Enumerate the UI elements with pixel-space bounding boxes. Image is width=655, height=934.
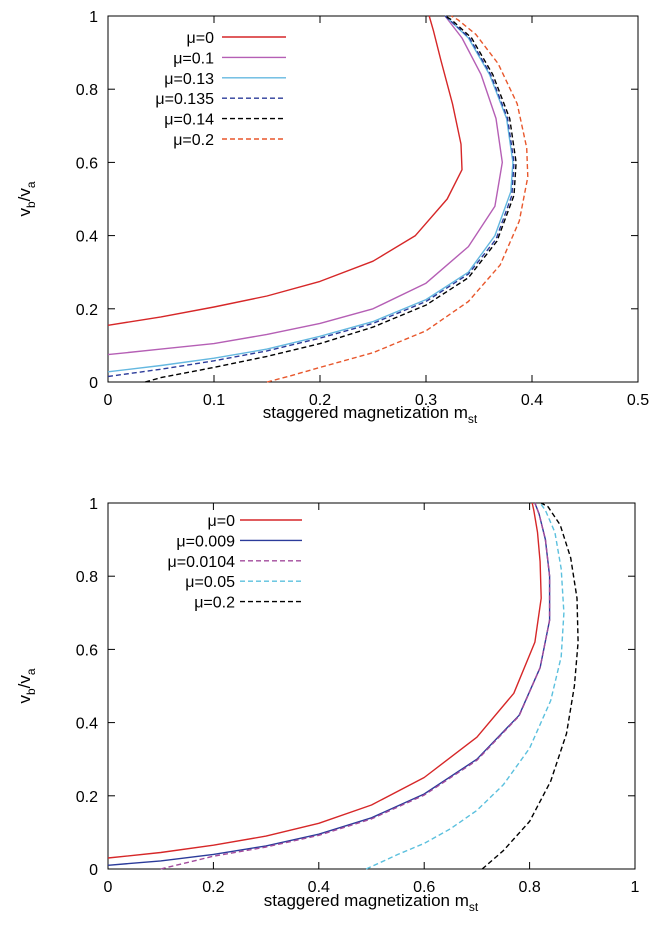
y-axis-label: vb/va [15, 181, 38, 216]
plot-frame [107, 15, 639, 383]
x-tick-label: 0.4 [521, 392, 543, 409]
x-tick-label: 0.3 [415, 392, 437, 409]
plot-frame [107, 502, 636, 870]
series-line [107, 15, 515, 378]
x-tick-label: 0 [104, 879, 113, 896]
legend-label: μ=0 [187, 30, 215, 47]
x-tick-label: 0 [104, 392, 113, 409]
x-tick-label: 0.5 [627, 392, 649, 409]
x-axis-label: staggered magnetization mst [264, 891, 479, 914]
legend-label: μ=0.0104 [168, 554, 236, 571]
series-line [481, 502, 579, 870]
series-layer [107, 15, 529, 383]
legend-label: μ=0.135 [155, 91, 214, 108]
legend-label: μ=0 [208, 513, 236, 530]
x-tick-label: 1 [631, 879, 640, 896]
x-tick-label: 0.6 [413, 879, 435, 896]
axis-ticks: 0 0.2 0.4 0.6 0.8 1 0 0.2 0.4 0.6 0.8 1 [76, 496, 640, 896]
x-tick-label: 0.4 [308, 879, 330, 896]
legend-label: μ=0.13 [164, 71, 214, 88]
legend-label: μ=0.05 [185, 574, 235, 591]
legend-label: μ=0.2 [194, 595, 235, 612]
y-tick-label: 0.2 [76, 789, 98, 806]
y-tick-label: 0.8 [76, 569, 98, 586]
y-tick-label: 0.4 [76, 229, 98, 246]
chart-bottom: 0 0.2 0.4 0.6 0.8 100.20.40.60.81 μ=0μ=0.009μ… [15, 496, 640, 914]
series-layer [107, 502, 579, 870]
y-axis-label: vb/va [15, 668, 38, 703]
y-tick-label: 0 [89, 862, 98, 879]
legend-label: μ=0.2 [173, 132, 214, 149]
legend-label: μ=0.14 [164, 112, 214, 129]
y-tick-label: 0.4 [76, 716, 98, 733]
legend: μ=0 μ=0.1 μ=0.13 μ=0.135 μ=0.14 μ=0.2 [155, 30, 286, 149]
x-tick-label: 0.2 [202, 879, 224, 896]
y-tick-label: 0.6 [76, 642, 98, 659]
series-line [107, 15, 503, 356]
series-line [365, 502, 565, 870]
axis-ticks: 0 0.1 0.2 0.3 0.4 0.5 0 0.2 0.4 0.6 0.8 1 [76, 9, 649, 409]
series-line [107, 15, 463, 326]
series-line [107, 502, 542, 859]
x-tick-label: 0.8 [518, 879, 540, 896]
x-tick-label: 0.1 [203, 392, 225, 409]
legend: μ=0 μ=0.009 μ=0.0104 μ=0.05 μ=0.2 [168, 513, 302, 612]
series-line [144, 15, 517, 383]
y-tick-label: 0.2 [76, 302, 98, 319]
series-line [266, 15, 529, 383]
x-axis-label: staggered magnetization mst [263, 403, 478, 426]
series-line [107, 15, 514, 373]
chart-top: 0 0.1 0.2 0.3 0.4 0.500.20.40.60.81 μ=0μ=0.1μ… [15, 9, 649, 426]
legend-label: μ=0.1 [173, 50, 214, 67]
y-tick-label: 0 [89, 375, 98, 392]
legend-label: μ=0.009 [176, 533, 235, 550]
series-line [160, 502, 551, 870]
y-tick-label: 1 [89, 496, 98, 513]
y-tick-label: 1 [89, 9, 98, 26]
x-tick-label: 0.2 [309, 392, 331, 409]
y-tick-label: 0.6 [76, 155, 98, 172]
y-tick-label: 0.8 [76, 82, 98, 99]
